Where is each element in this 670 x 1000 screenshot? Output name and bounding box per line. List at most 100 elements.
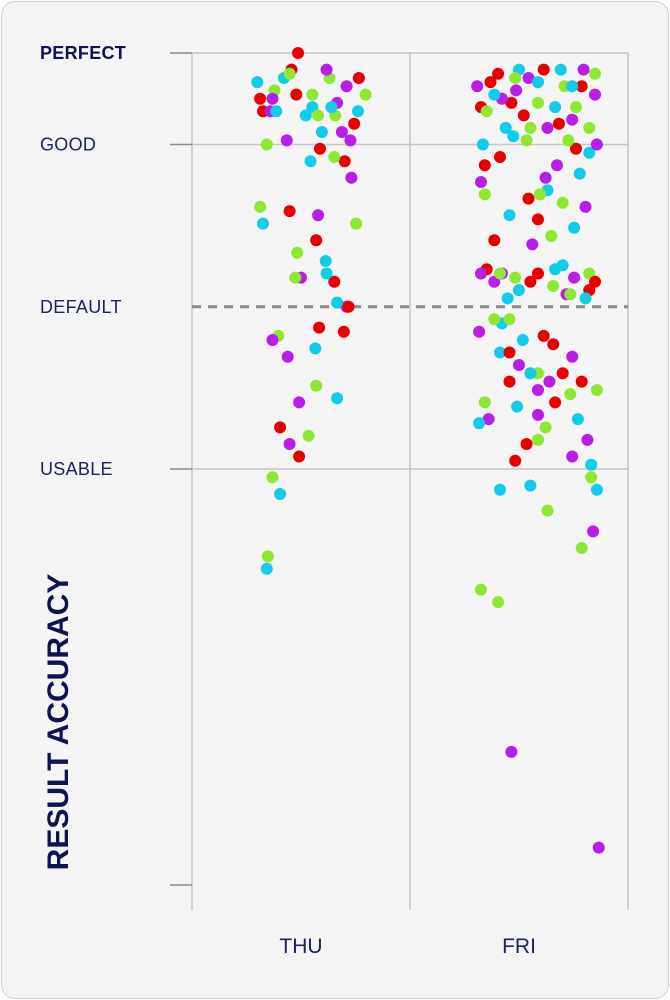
data-point <box>290 88 303 101</box>
data-point <box>260 138 273 151</box>
data-point <box>283 205 296 218</box>
data-point <box>325 101 338 114</box>
data-point <box>526 238 539 251</box>
data-point <box>266 334 279 346</box>
data-point <box>510 84 523 97</box>
data-point <box>494 346 506 359</box>
data-point <box>532 267 544 280</box>
data-point <box>494 267 506 280</box>
data-point <box>556 259 569 272</box>
data-point <box>313 321 326 334</box>
data-point <box>348 117 361 130</box>
data-point <box>562 134 575 147</box>
data-point <box>541 121 554 134</box>
x-tick-label-fri: FRI <box>502 935 536 958</box>
data-point <box>283 67 296 80</box>
data-point <box>350 217 363 230</box>
data-point <box>579 200 592 213</box>
data-point <box>473 325 486 338</box>
data-point <box>575 542 588 554</box>
data-point <box>280 134 293 147</box>
data-point <box>541 504 554 517</box>
data-point <box>309 342 322 355</box>
data-point <box>302 429 315 442</box>
data-point <box>499 121 512 134</box>
data-point <box>549 101 562 114</box>
data-point <box>475 267 487 280</box>
data-point <box>291 246 304 259</box>
data-point <box>270 105 283 118</box>
data-point <box>554 63 567 76</box>
data-point <box>328 275 341 288</box>
data-point <box>475 176 487 188</box>
data-point <box>524 479 537 492</box>
data-point <box>524 367 537 380</box>
data-point <box>505 745 518 758</box>
data-point <box>585 458 598 471</box>
data-point <box>590 483 603 496</box>
data-point <box>568 271 581 284</box>
data-point <box>293 396 306 409</box>
data-point <box>283 438 296 450</box>
data-point <box>532 408 544 421</box>
data-point <box>266 471 279 484</box>
data-point <box>566 450 579 463</box>
data-point <box>289 271 302 284</box>
data-point <box>503 209 516 222</box>
data-point <box>494 483 506 496</box>
data-point <box>473 417 486 430</box>
data-point <box>583 121 596 134</box>
data-point <box>573 167 586 180</box>
data-point <box>505 96 518 109</box>
data-point <box>556 367 569 380</box>
data-point <box>590 384 603 396</box>
data-point <box>513 359 525 371</box>
data-point <box>532 433 544 446</box>
data-point <box>551 159 563 172</box>
data-point <box>564 288 577 301</box>
data-point <box>532 213 544 226</box>
data-point <box>331 296 344 309</box>
data-point <box>315 126 328 138</box>
data-point <box>260 562 273 575</box>
data-point <box>589 275 601 288</box>
data-point <box>312 209 325 222</box>
data-point <box>513 284 525 297</box>
grid <box>170 52 629 910</box>
data-point <box>566 350 579 363</box>
data-point <box>359 88 372 101</box>
data-point <box>547 338 560 351</box>
data-point <box>488 88 501 101</box>
data-point <box>304 155 317 168</box>
data-point <box>503 375 516 388</box>
data-point <box>509 271 522 284</box>
data-point <box>524 275 537 288</box>
data-point <box>532 76 544 89</box>
data-point <box>568 221 581 234</box>
data-point <box>590 138 603 151</box>
data-point <box>575 80 588 93</box>
data-point <box>570 101 582 114</box>
data-point <box>335 126 348 138</box>
y-tick-label-perfect: PERFECT <box>40 43 126 63</box>
data-point <box>539 421 552 434</box>
data-point <box>328 151 341 163</box>
data-point <box>274 421 287 434</box>
data-point <box>310 234 323 247</box>
data-point <box>566 80 579 93</box>
data-point <box>471 80 484 93</box>
data-point <box>556 196 569 209</box>
data-point <box>543 375 556 388</box>
data-point <box>592 841 605 854</box>
axis-labels: PERFECT GOOD DEFAULT USABLE THU FRI <box>40 43 536 958</box>
data-point <box>511 400 524 413</box>
data-point <box>516 334 529 346</box>
data-point <box>261 550 274 563</box>
data-point <box>552 117 565 130</box>
data-point <box>344 134 357 147</box>
data-point <box>579 292 592 305</box>
data-point <box>281 350 294 363</box>
y-tick-label-default: DEFAULT <box>40 297 122 317</box>
data-point <box>478 188 491 201</box>
